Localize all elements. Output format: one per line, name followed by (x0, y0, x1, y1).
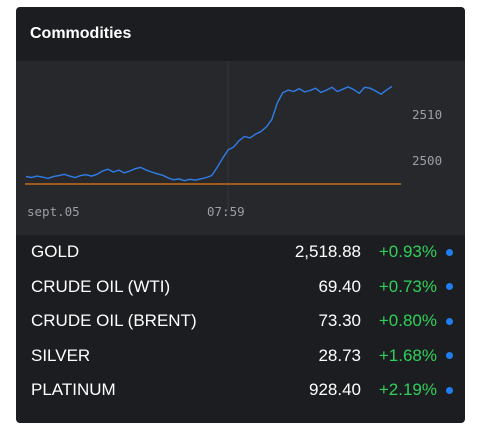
commodity-change: +0.93% (378, 242, 437, 262)
commodity-change: +1.68% (378, 345, 437, 365)
commodity-change: +2.19% (378, 380, 437, 400)
commodity-name: GOLD (31, 242, 80, 262)
commodity-row-crude-brent[interactable]: CRUDE OIL (BRENT) 73.30 +0.80% (16, 304, 465, 339)
commodity-price: 28.73 (318, 345, 361, 365)
price-chart[interactable]: sept.05 07:59 2510 2500 (16, 61, 465, 235)
commodity-price: 69.40 (318, 276, 361, 296)
x-axis-label-start: sept.05 (27, 204, 80, 219)
commodity-change: +0.73% (378, 276, 437, 296)
commodity-list: GOLD 2,518.88 +0.93% CRUDE OIL (WTI) 69.… (16, 235, 465, 408)
widget-title: Commodities (30, 25, 132, 42)
status-dot-icon (446, 283, 453, 291)
commodities-widget: Commodities sept.05 07:59 2510 2500 GOLD… (16, 7, 465, 423)
commodity-change: +0.80% (378, 311, 437, 331)
commodity-price: 2,518.88 (294, 242, 361, 262)
commodity-row-silver[interactable]: SILVER 28.73 +1.68% (16, 339, 465, 374)
chart-price-line (25, 85, 393, 182)
chart-canvas: sept.05 07:59 2510 2500 (25, 61, 442, 219)
commodity-name: SILVER (31, 345, 91, 365)
widget-header: Commodities (16, 7, 465, 61)
y-axis-label-2510: 2510 (412, 107, 442, 122)
commodity-name: CRUDE OIL (WTI) (31, 276, 171, 296)
commodity-price: 73.30 (318, 311, 361, 331)
commodity-row-crude-wti[interactable]: CRUDE OIL (WTI) 69.40 +0.73% (16, 270, 465, 305)
commodity-name: CRUDE OIL (BRENT) (31, 311, 197, 331)
commodity-price: 928.40 (309, 380, 361, 400)
commodity-name: PLATINUM (31, 380, 116, 400)
status-dot-icon (446, 248, 453, 256)
status-dot-icon (446, 317, 453, 325)
commodity-row-platinum[interactable]: PLATINUM 928.40 +2.19% (16, 373, 465, 408)
status-dot-icon (446, 352, 453, 360)
status-dot-icon (446, 386, 453, 394)
y-axis-label-2500: 2500 (412, 153, 442, 168)
x-axis-label-time: 07:59 (207, 204, 245, 219)
commodity-row-gold[interactable]: GOLD 2,518.88 +0.93% (16, 235, 465, 270)
